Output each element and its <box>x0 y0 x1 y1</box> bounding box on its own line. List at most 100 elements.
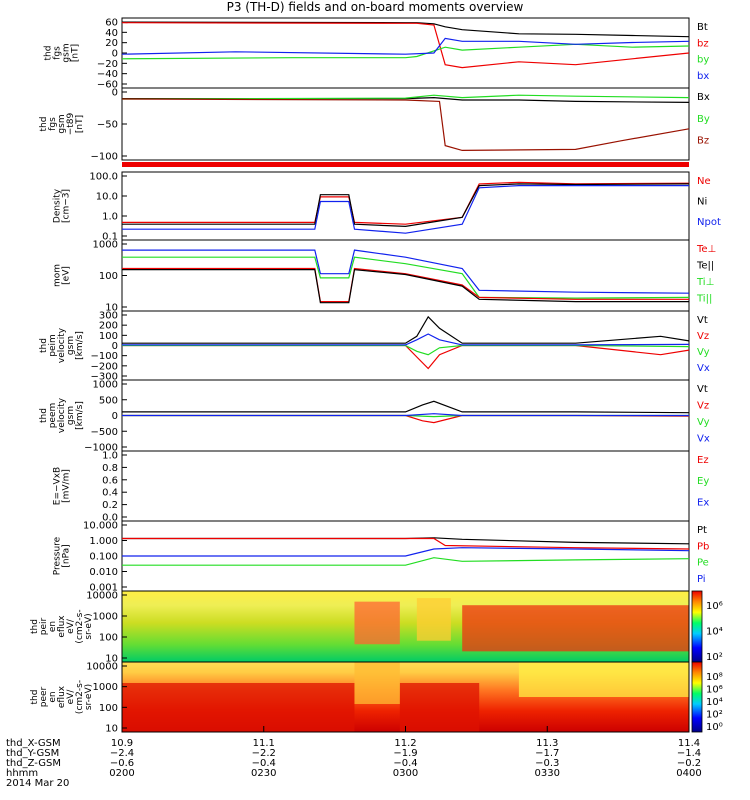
y-tick-label: 0.001 <box>89 583 118 594</box>
y-axis-label-line: peem <box>48 403 58 429</box>
spectrogram-block <box>518 662 689 697</box>
y-axis-label-line: eV/ <box>66 618 76 634</box>
y-axis-label-line: thd <box>44 46 54 61</box>
colorbar-tick-label: 10⁶ <box>706 601 723 612</box>
legend-entry: Te⊥ <box>696 244 716 255</box>
x-row-label: thd_X-GSM <box>6 738 61 749</box>
y-axis-label: thd peem velocity gsm [km/s] <box>39 397 85 433</box>
x-tick-label: 11.3 <box>536 738 558 749</box>
x-tick-label: 11.4 <box>678 738 700 749</box>
series-line-Ni <box>122 183 690 228</box>
y-axis-label-line: sr-eV) <box>84 684 94 710</box>
y-axis-label-line: eflux <box>57 615 67 638</box>
y-axis-label-line: peer <box>39 686 49 707</box>
legend-entry: Ni <box>697 197 707 208</box>
y-axis-label: mom [eV] <box>53 264 72 287</box>
x-tick-label: −1.4 <box>677 748 701 759</box>
y-tick-label: −500 <box>91 427 118 438</box>
y-axis-label-line: fgs <box>48 117 58 131</box>
density-panel: Density [cm−3] <box>53 171 690 241</box>
y-tick-label: 10 <box>105 303 118 314</box>
x-tick-label: −0.3 <box>535 758 559 769</box>
spectrogram-block <box>354 601 400 645</box>
y-axis-label-line: Density <box>53 188 63 223</box>
x-tick-label: −0.6 <box>110 758 134 769</box>
y-axis-label-line: [nT] <box>71 44 81 62</box>
legend-entry: Bt <box>697 22 708 33</box>
efield-panel: E=−VxB [mV/m] <box>53 450 690 522</box>
legend-entry: Vy <box>697 417 710 428</box>
y-axis-label-line: E=−VxB <box>53 467 63 505</box>
y-tick-label: 0.4 <box>102 488 118 499</box>
y-tick-label: 0.010 <box>89 567 118 578</box>
series-line-Ne <box>122 181 690 225</box>
legend-entry: Vx <box>697 363 710 374</box>
legend-entry: bz <box>697 38 709 49</box>
legend-entry: Vz <box>697 401 709 412</box>
x-row-label: thd_Y-GSM <box>6 748 59 759</box>
colorbar-tick-label: 10² <box>706 652 723 663</box>
y-tick-label: 1000 <box>93 682 118 693</box>
y-axis-label-line: en <box>48 691 58 702</box>
legend-entry: Vt <box>697 315 708 326</box>
series-line-Ti <box>122 249 690 294</box>
y-axis-label: thd peim velocity gsm [km/s] <box>39 327 85 363</box>
y-tick-label: −50 <box>97 120 118 131</box>
x-tick-label: −2.2 <box>252 748 276 759</box>
y-tick-label: 1000 <box>93 380 118 391</box>
series-line-By <box>121 94 690 100</box>
series-line-bx <box>121 37 690 55</box>
y-tick-label: 10.0 <box>96 192 118 203</box>
y-axis-label-line: peim <box>48 334 58 357</box>
spectrogram-block <box>354 662 400 704</box>
x-tick-label: 11.1 <box>253 738 275 749</box>
y-tick-label: 1.000 <box>89 536 118 547</box>
colorbar-tick-label: 10⁴ <box>706 697 723 708</box>
y-tick-label: 1.0 <box>102 451 118 462</box>
y-tick-label: 60 <box>105 18 118 29</box>
y-tick-label: 1000 <box>93 240 118 251</box>
y-axis-label: thd peir en eflux eV/(cm2-s-sr-eV) <box>30 609 94 643</box>
y-tick-label: 100 <box>99 271 118 282</box>
legend-entry: by <box>697 55 709 66</box>
legend-entry: Ti|| <box>696 294 712 305</box>
legend-entry: Pe <box>697 558 709 569</box>
y-tick-label: 0.2 <box>102 500 118 511</box>
y-tick-label: 0 <box>112 49 118 60</box>
legend-entry: Te|| <box>696 261 714 272</box>
y-axis-label-line: Pressure <box>53 536 63 575</box>
series-line-Vt <box>122 400 690 414</box>
x-row-label: hhmm <box>6 768 38 779</box>
series-line-Pb <box>122 537 690 550</box>
y-tick-label: −40 <box>97 69 118 80</box>
colorbar-tick-label: 10² <box>706 710 723 721</box>
series-line-Vz <box>122 344 690 370</box>
y-tick-label: 0.8 <box>102 463 118 474</box>
spectrogram-block <box>416 598 451 641</box>
legend-entry: Ey <box>697 476 709 487</box>
colorbar-tick-label: 10⁰ <box>706 722 723 733</box>
x-tick-label: 0300 <box>393 768 418 779</box>
legend-entry: bx <box>697 71 709 82</box>
legend-entry: Ne <box>697 176 711 187</box>
y-tick-label: −300 <box>91 372 118 383</box>
y-tick-label: 0.6 <box>102 475 118 486</box>
status-bar <box>122 162 689 167</box>
y-tick-label: −100 <box>91 152 118 163</box>
y-axis-label-line: fgs <box>53 46 63 60</box>
peir-spectrogram-panel: thd peir en eflux eV/(cm2-s-sr-eV) <box>30 590 703 663</box>
y-axis-label: Density [cm−3] <box>53 188 72 223</box>
x-tick-label: −0.4 <box>252 758 276 769</box>
x-tick-label: −0.2 <box>677 758 701 769</box>
y-axis-label-line: [cm−3] <box>62 189 72 223</box>
y-tick-label: 0.100 <box>89 552 118 563</box>
peim-velocity-panel: thd peim velocity gsm [km/s] <box>39 310 690 381</box>
series-line-Vx <box>122 413 689 417</box>
series-line-Pe <box>122 557 690 566</box>
y-tick-label: 1.0 <box>102 212 118 223</box>
x-tick-label: 0230 <box>251 768 276 779</box>
y-tick-label: 100 <box>99 703 118 714</box>
fgs-gsm-panel: thd fgs gsm [nT] <box>44 17 690 89</box>
y-axis-label-line: eflux <box>57 685 67 708</box>
series-line-Vy <box>122 344 690 356</box>
